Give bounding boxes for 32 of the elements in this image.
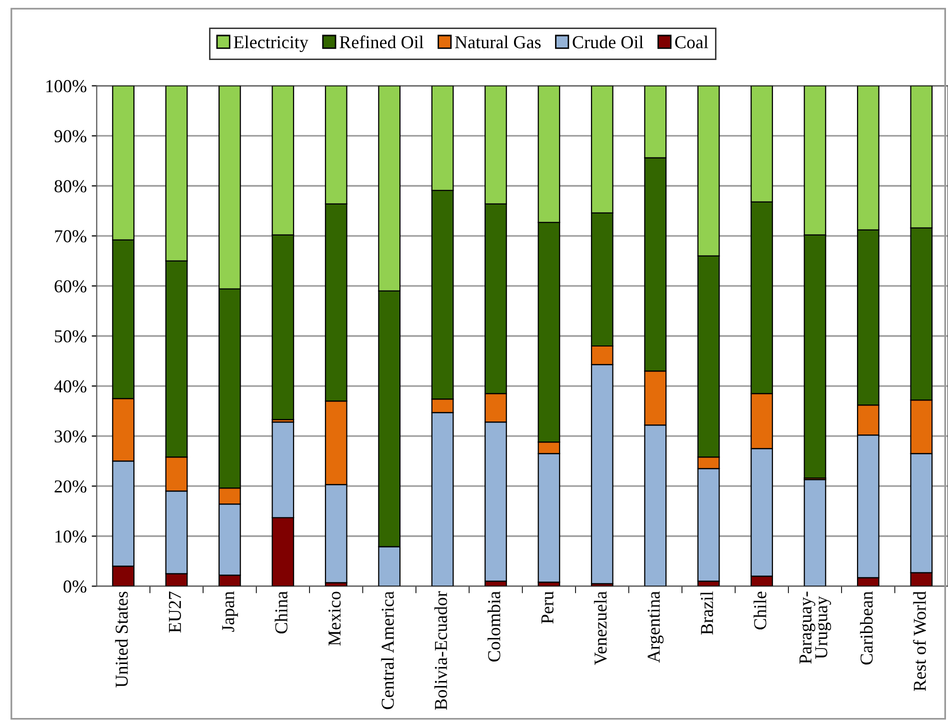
y-tick-label: 20% [54, 480, 86, 493]
x-tick-label: Japan [222, 591, 238, 632]
x-tick-label: Bolivia-Ecuador [434, 591, 448, 710]
y-tick-label: 80% [54, 180, 86, 192]
legend-label: Electricity [234, 36, 308, 52]
y-tick-label: 50% [54, 330, 86, 342]
y-tick-label: 100% [46, 80, 86, 92]
x-tick-label: EU27 [168, 592, 182, 633]
y-tick-label: 70% [55, 230, 86, 242]
x-tick-label: Rest of World [913, 591, 926, 692]
x-tick-label: China [274, 591, 288, 634]
x-tick-label: Brazil [700, 591, 714, 635]
legend-label: Crude Oil [572, 36, 644, 48]
y-tick-label: 60% [54, 280, 86, 292]
x-tick-label: Central America [381, 591, 394, 710]
x-tick-label: Chile [754, 592, 766, 630]
x-tick-label: Argentina [648, 591, 664, 663]
x-tick-label: Colombia [488, 591, 500, 662]
x-tick-label: Paraguay- Uruguay [800, 592, 832, 664]
x-tick-label: Venezuela [594, 591, 607, 666]
y-tick-label: 10% [55, 530, 86, 543]
y-tick-label: 40% [54, 380, 86, 393]
x-tick-label: United States [115, 592, 128, 688]
legend-label: Refined Oil [340, 35, 424, 48]
x-tick-label: Peru [541, 591, 554, 624]
y-tick-label: 0% [64, 580, 86, 593]
legend-label: Coal [675, 36, 708, 48]
y-tick-label: 30% [54, 430, 86, 443]
legend-label: Natural Gas [455, 36, 541, 48]
x-tick-label: Mexico [328, 592, 341, 646]
y-tick-label: 90% [54, 130, 86, 142]
x-tick-label: Caribbean [860, 591, 873, 664]
